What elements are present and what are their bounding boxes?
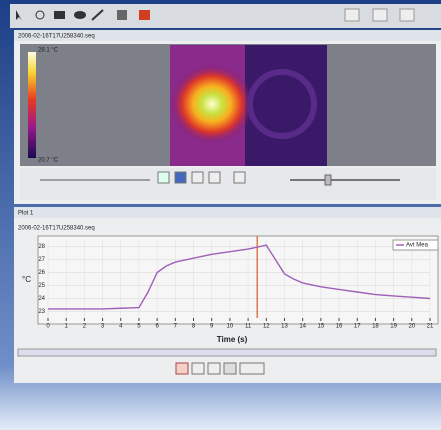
palette-tool[interactable] xyxy=(139,10,150,20)
x-tick-label: 0 xyxy=(46,324,50,330)
controls xyxy=(20,168,436,200)
color-scale xyxy=(28,52,36,158)
x-tick-label: 18 xyxy=(372,324,379,330)
y-axis-label: °C xyxy=(22,275,31,284)
x-tick-label: 11 xyxy=(245,324,252,330)
y-tick-label: 27 xyxy=(38,257,45,263)
hot-spot xyxy=(170,64,254,144)
x-tick-label: 3 xyxy=(101,324,105,330)
legend-label: Avt Mea xyxy=(406,243,429,249)
slider-thumb[interactable] xyxy=(324,174,332,186)
button[interactable] xyxy=(191,362,205,375)
step-button[interactable] xyxy=(191,171,204,184)
step-button[interactable] xyxy=(208,171,221,184)
x-tick-label: 21 xyxy=(427,324,434,330)
window-title: 2006-02-16T17U258340.seq xyxy=(18,34,95,40)
button[interactable] xyxy=(399,8,415,22)
spot-tool[interactable] xyxy=(35,10,45,20)
thermal-ring xyxy=(247,69,317,139)
x-tick-label: 15 xyxy=(318,324,325,330)
x-tick-label: 19 xyxy=(390,324,397,330)
y-tick-label: 26 xyxy=(38,270,45,276)
x-tick-label: 4 xyxy=(119,324,123,330)
plot-title: Plot 1 xyxy=(18,211,34,217)
pointer-tool[interactable] xyxy=(16,10,22,21)
toolbar-icons xyxy=(16,8,415,22)
y-tick-label: 25 xyxy=(38,283,45,289)
x-tick-label: 6 xyxy=(155,324,159,330)
x-tick-label: 9 xyxy=(210,324,214,330)
scale-min: 20.7 °C xyxy=(38,158,59,164)
scrollbar[interactable] xyxy=(17,348,437,357)
grid-tool[interactable] xyxy=(117,10,127,20)
ellipse-tool[interactable] xyxy=(74,11,86,19)
button[interactable] xyxy=(344,8,360,22)
window-titlebar xyxy=(14,207,441,218)
button[interactable] xyxy=(239,362,265,375)
button[interactable] xyxy=(223,362,237,375)
x-tick-label: 7 xyxy=(174,324,178,330)
stop-button[interactable] xyxy=(174,171,187,184)
play-button[interactable] xyxy=(157,171,170,184)
x-tick-label: 10 xyxy=(227,324,234,330)
plot-file: 2006-02-16T17U258340.seq xyxy=(18,226,95,232)
y-tick-label: 23 xyxy=(38,309,45,315)
plot-area xyxy=(37,235,439,325)
playback-buttons xyxy=(157,171,246,184)
x-tick-label: 13 xyxy=(281,324,288,330)
y-tick-label: 28 xyxy=(38,244,45,250)
data-line xyxy=(48,244,431,310)
box-tool[interactable] xyxy=(54,11,65,19)
line-tool[interactable] xyxy=(91,9,104,21)
button[interactable] xyxy=(175,362,189,375)
x-tick-label: 16 xyxy=(336,324,343,330)
x-tick-label: 5 xyxy=(137,324,141,330)
snapshot-button[interactable] xyxy=(233,171,246,184)
window-titlebar xyxy=(14,30,441,41)
legend-box xyxy=(392,239,439,251)
scale-max: 28.1 °C xyxy=(38,48,59,54)
x-tick-label: 20 xyxy=(408,324,415,330)
plot-buttons xyxy=(175,362,265,375)
x-tick-label: 2 xyxy=(83,324,87,330)
x-axis-label: Time (s) xyxy=(217,335,248,344)
button[interactable] xyxy=(372,8,388,22)
x-tick-label: 17 xyxy=(354,324,361,330)
x-tick-label: 8 xyxy=(192,324,196,330)
y-tick-label: 24 xyxy=(38,296,45,302)
button[interactable] xyxy=(207,362,221,375)
x-tick-label: 1 xyxy=(65,324,69,330)
x-tick-label: 12 xyxy=(263,324,270,330)
x-tick-label: 14 xyxy=(299,324,306,330)
